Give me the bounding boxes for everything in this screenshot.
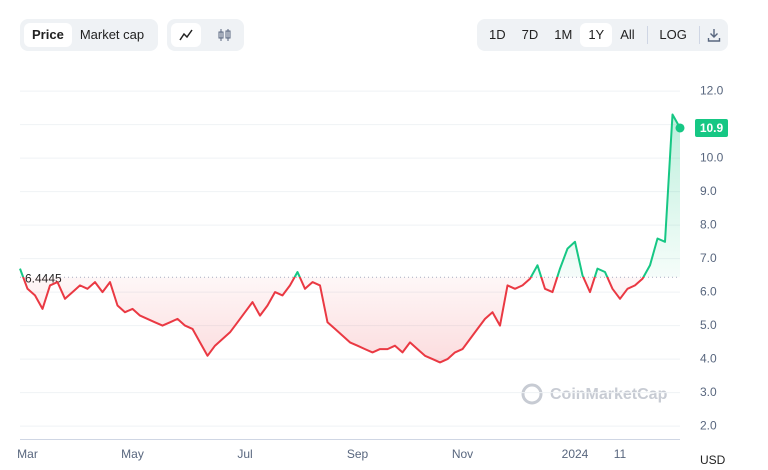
price-badge [695,118,728,137]
y-tick-label: 7.0 [700,251,717,265]
candle-icon[interactable] [209,23,239,47]
watermark-text: CoinMarketCap [550,386,668,403]
y-tick-label: 12.0 [700,83,724,97]
y-tick-label: 4.0 [700,351,717,365]
tab[interactable]: Market cap [79,27,145,42]
x-tick-label: May [121,447,144,461]
y-tick-label: 11.0 [700,117,723,131]
y-tick-label: 3.0 [700,385,717,399]
y-tick-label: 8.0 [700,217,717,231]
x-tick-label: 11 [614,447,627,461]
y-tick-label: 6.0 [700,284,717,298]
range-tabs: 1D 7D 1M 1Y All LOG [477,19,728,51]
metric-tabs: Price Market cap [20,19,158,51]
x-tick-label: Jul [237,447,252,461]
y-tick-label: 10.0 [700,150,724,164]
range[interactable]: 7D [521,27,539,42]
area-fill [20,114,680,363]
x-tick-label: Mar [17,447,38,461]
icon [179,29,193,41]
icon [218,29,231,41]
chart-style [167,19,244,51]
x-tick-label: Nov [452,447,473,461]
x-tick-label: 2024 [562,447,589,461]
y-tick-label: 2.0 [700,418,717,432]
watermark: CoinMarketCap [521,383,668,405]
x-tick-label: Sep [347,447,369,461]
baseline-label: 6.4445 [25,271,62,285]
separator [698,26,700,44]
range[interactable]: 1M [554,27,573,42]
download[interactable] [704,23,725,47]
baseline-label-bg [22,269,60,286]
current-dot [675,123,685,133]
price-line [19,113,681,364]
log-toggle[interactable]: LOG [659,27,687,42]
y-tick-label: 9.0 [700,184,717,198]
range[interactable]: 1D [489,27,506,42]
tab[interactable]: Price [24,23,72,47]
range[interactable]: 1Y [580,23,613,47]
price-badge-label: 10.9 [700,121,724,135]
y-tick-label: 5.0 [700,318,717,332]
icon [707,29,720,42]
range[interactable]: All [620,27,635,42]
line-icon[interactable] [171,23,201,47]
currency: USD [700,453,726,467]
separator [646,26,648,44]
